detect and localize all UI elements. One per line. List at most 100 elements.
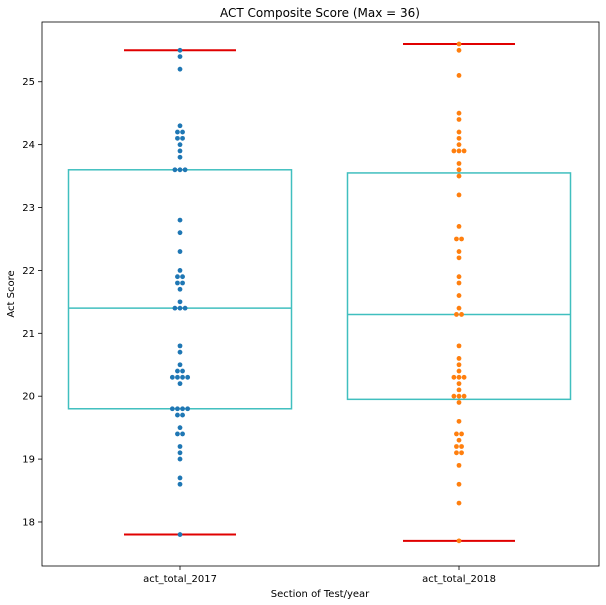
data-point (172, 167, 178, 173)
data-point (177, 217, 183, 223)
data-point (177, 475, 183, 481)
data-point (185, 406, 191, 412)
data-point (454, 236, 459, 242)
data-point (169, 406, 175, 412)
data-point (456, 110, 462, 116)
data-point (177, 230, 183, 236)
data-point (456, 117, 462, 122)
data-point (459, 312, 464, 317)
data-point (456, 274, 462, 280)
data-point (461, 374, 467, 380)
x-tick-label: act_total_2018 (422, 574, 496, 585)
data-point (177, 167, 183, 173)
data-point (177, 47, 183, 53)
data-point (177, 305, 183, 311)
data-point (177, 286, 183, 292)
data-point (456, 400, 462, 405)
data-point (180, 129, 185, 135)
y-tick-label: 25 (22, 77, 35, 88)
data-point (177, 66, 183, 72)
data-point (456, 73, 462, 78)
data-point (177, 154, 183, 160)
box-iqr (346, 172, 572, 401)
data-point (456, 223, 462, 229)
swarm-act_total_2018 (451, 41, 467, 544)
data-point (177, 142, 183, 148)
data-point (180, 374, 185, 380)
data-point (180, 368, 185, 374)
data-point (454, 312, 459, 317)
data-point (456, 135, 462, 141)
data-point (456, 500, 462, 506)
data-point (456, 343, 462, 349)
data-point (175, 412, 180, 418)
data-point (456, 280, 462, 286)
data-point (177, 425, 183, 431)
data-point (175, 129, 180, 135)
data-point (456, 293, 462, 298)
y-tick-label: 23 (22, 203, 35, 214)
data-point (456, 255, 462, 261)
data-point (172, 305, 178, 311)
box-act_total_2018 (346, 43, 572, 542)
data-point (456, 387, 462, 393)
y-tick-label: 18 (22, 517, 35, 528)
y-tick-label: 24 (22, 140, 35, 151)
data-point (177, 249, 183, 254)
data-point (456, 47, 462, 53)
data-point (459, 444, 464, 449)
chart-title: ACT Composite Score (Max = 36) (220, 6, 420, 20)
data-point (180, 274, 185, 280)
data-point (177, 362, 183, 368)
data-point (177, 532, 183, 537)
data-point (177, 123, 183, 129)
data-point (180, 406, 185, 412)
data-point (459, 450, 464, 456)
x-axis: act_total_2017 act_total_2018 (143, 566, 496, 585)
data-point (459, 431, 464, 437)
data-point (456, 362, 462, 368)
swarm-act_total_2017 (169, 47, 191, 537)
data-point (175, 135, 180, 141)
data-point (456, 167, 462, 173)
data-point (175, 280, 180, 286)
data-point (456, 148, 462, 154)
data-point (180, 412, 185, 418)
data-point (456, 161, 462, 166)
data-point (456, 142, 462, 148)
data-point (456, 381, 462, 387)
data-point (456, 437, 462, 443)
data-point (456, 418, 462, 424)
data-point (456, 41, 462, 47)
y-axis: 18 19 20 21 22 23 24 25 (22, 77, 42, 528)
data-point (177, 54, 183, 59)
data-point (177, 349, 183, 355)
data-point (456, 356, 462, 361)
y-tick-label: 21 (22, 329, 35, 340)
data-point (175, 368, 180, 374)
data-point (454, 450, 459, 456)
data-point (456, 481, 462, 487)
y-tick-label: 19 (22, 455, 35, 466)
y-axis-label: Act Score (6, 270, 17, 317)
box-act_total_2017 (67, 49, 293, 536)
x-axis-label: Section of Test/year (271, 589, 370, 600)
data-point (175, 274, 180, 280)
data-point (177, 381, 183, 387)
data-point (182, 167, 188, 173)
data-point (180, 135, 185, 141)
data-point (177, 450, 183, 456)
data-point (456, 173, 462, 179)
data-point (177, 299, 183, 305)
x-tick-label: act_total_2017 (143, 574, 217, 585)
data-point (456, 192, 462, 198)
data-point (451, 148, 457, 154)
y-tick-label: 20 (22, 392, 35, 403)
plot-frame (41, 21, 600, 567)
data-point (456, 129, 462, 135)
data-point (459, 236, 464, 242)
data-point (456, 249, 462, 254)
data-point (182, 305, 188, 311)
plot-area (67, 41, 572, 544)
